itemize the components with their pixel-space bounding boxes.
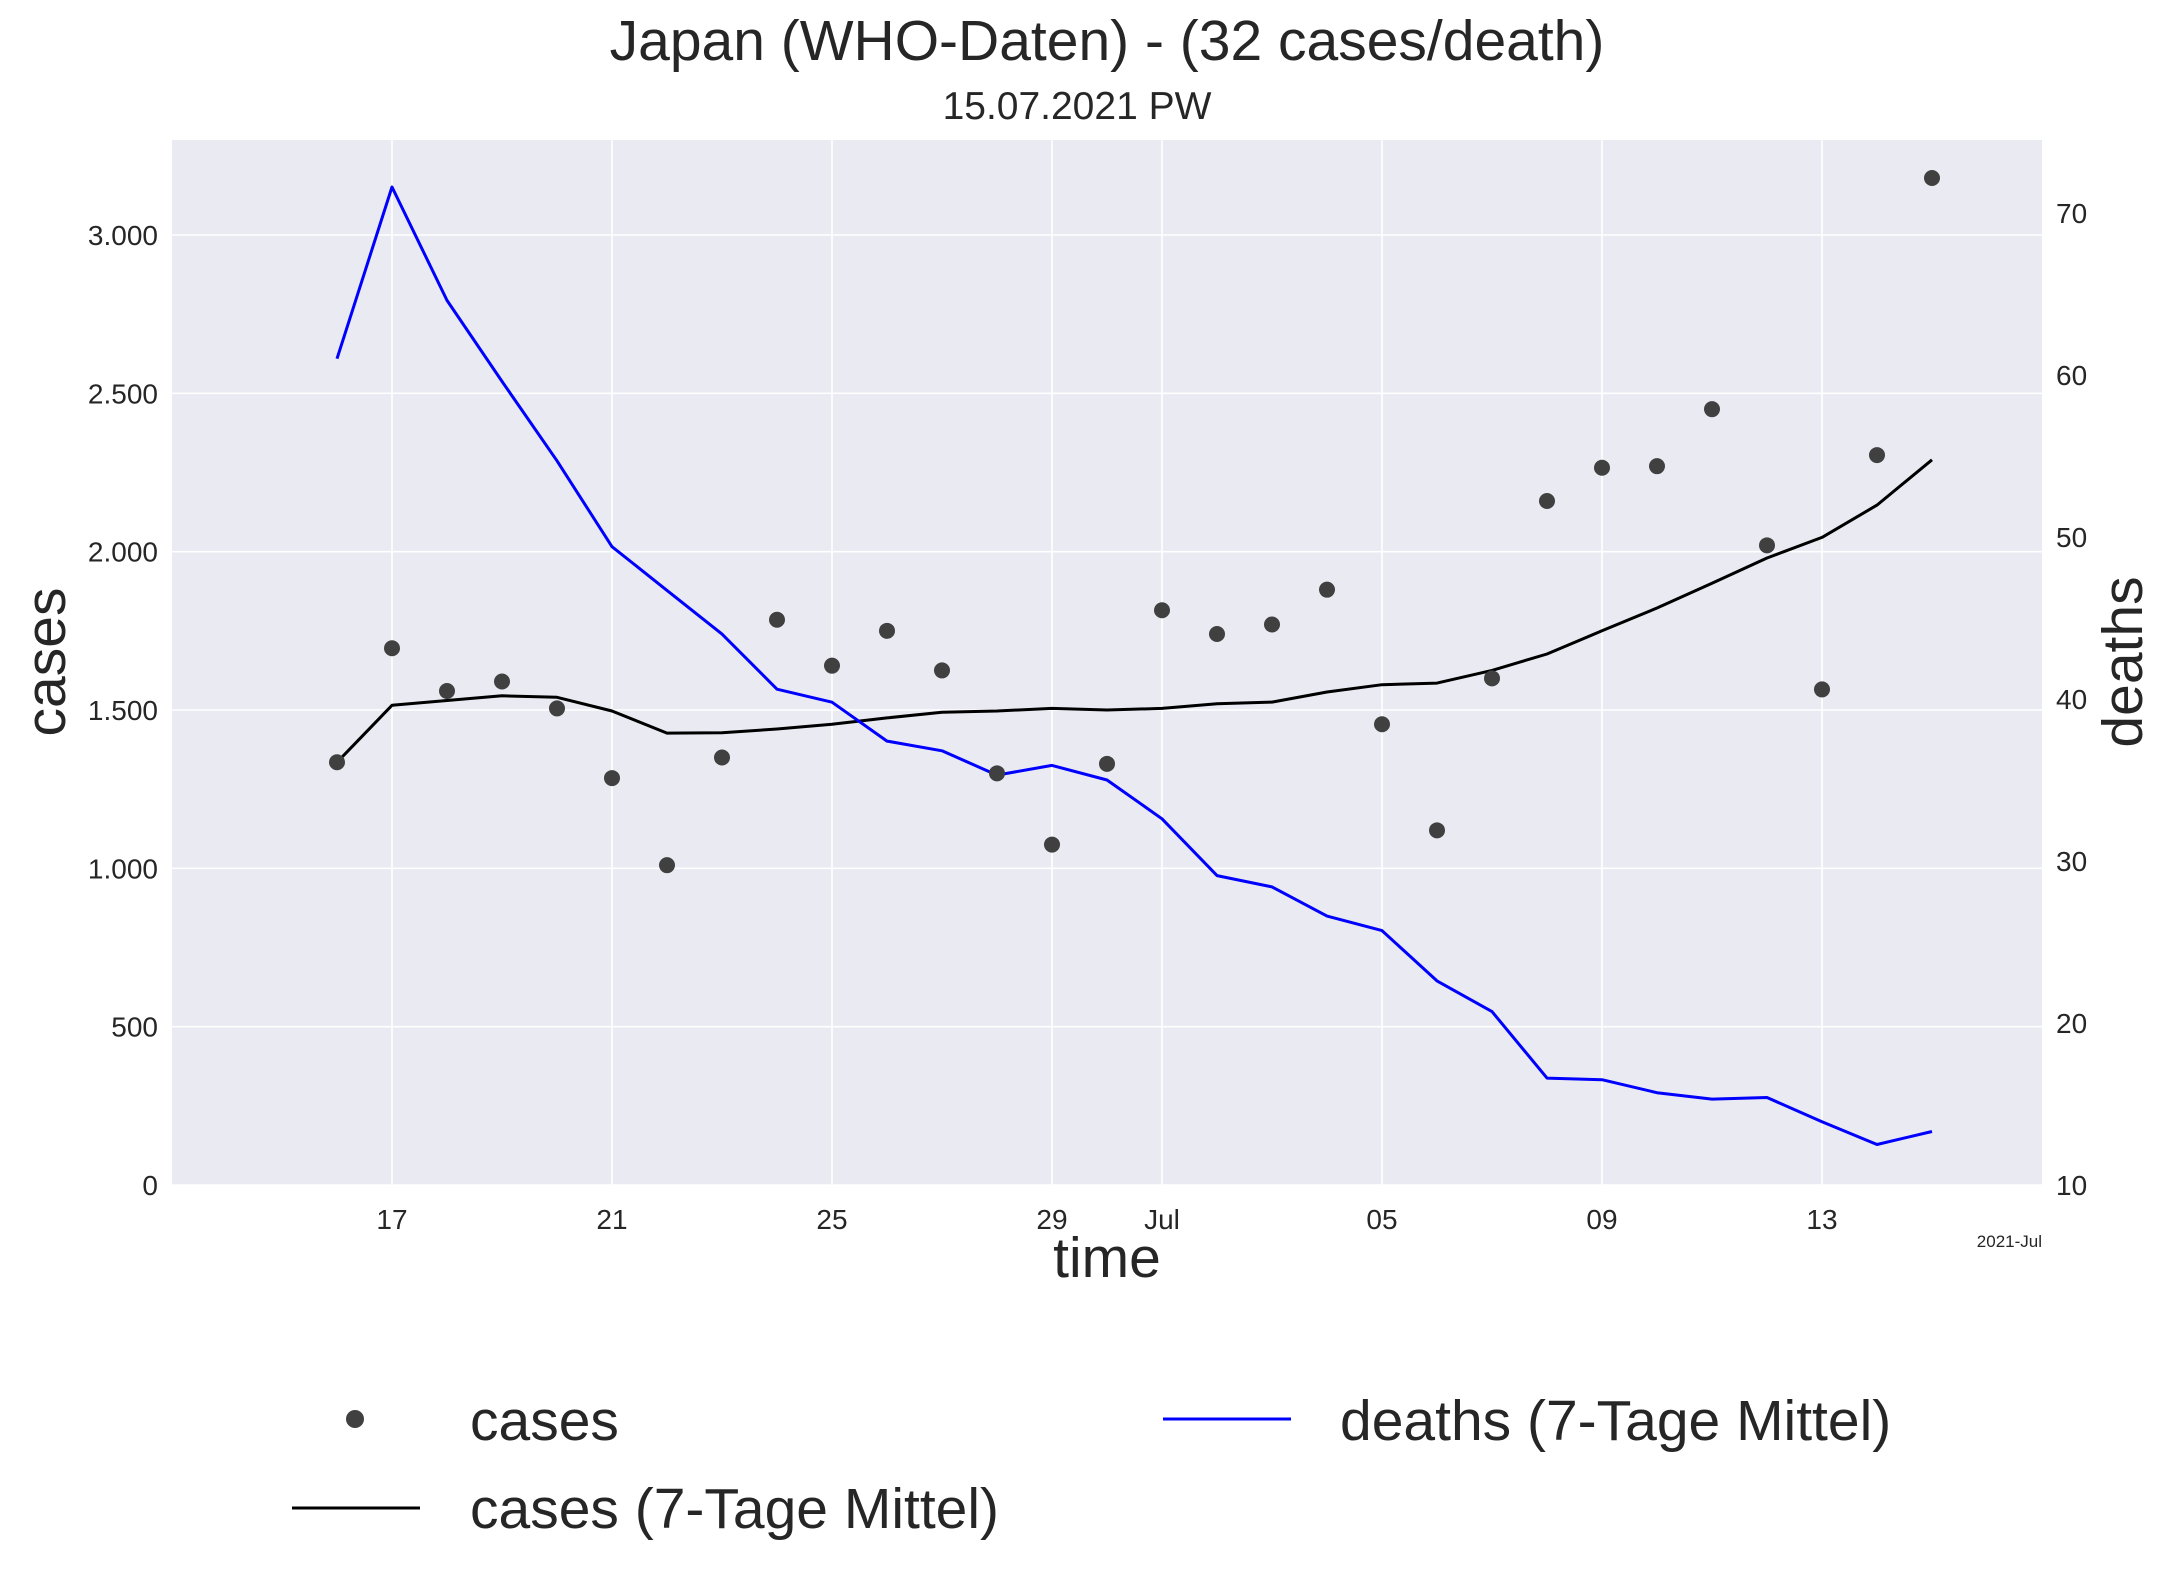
chart-subtitle: 15.07.2021 PW [943,85,1212,128]
legend-label-cases: cases [470,1389,619,1453]
data-series [329,170,1940,1146]
legend-label-cases-mean: cases (7-Tage Mittel) [470,1477,999,1541]
cases-point [1374,716,1390,733]
y-left-tick-label: 3.000 [88,220,158,251]
y-right-tick-label: 10 [2056,1170,2087,1201]
cases-point [989,765,1005,782]
x-offset-label: 2021-Jul [1977,1232,2042,1251]
cases-point [934,662,950,679]
cases-point [1264,616,1280,633]
y-left-tick-label: 1.500 [88,695,158,726]
chart-title: Japan (WHO-Daten) - (32 cases/death) [610,9,1605,73]
cases-point [1759,537,1775,554]
y-right-tick-label: 50 [2056,522,2087,553]
cases-point [1814,681,1830,698]
series-line-1 [335,458,1933,764]
cases-point [439,683,455,699]
y-left-tick-label: 2.000 [88,537,158,568]
y-axis-left-label: cases [14,588,78,737]
legend: cases cases (7-Tage Mittel) deaths (7-Ta… [292,1389,1891,1541]
y-left-tick-label: 0 [142,1170,158,1201]
cases-point [824,657,840,674]
cases-point [1924,170,1940,186]
x-tick-label: 13 [1806,1204,1837,1235]
x-tick-label: Jul [1144,1204,1180,1235]
x-tick-label: 09 [1586,1204,1617,1235]
y-right-tick-label: 70 [2056,198,2087,229]
x-tick-label: 05 [1366,1204,1397,1235]
y-axis-right-label: deaths [2091,576,2155,747]
cases-point [1869,447,1885,464]
cases-point [329,754,345,771]
cases-point [1649,458,1665,475]
y-left-tick-label: 500 [111,1012,158,1043]
series-line-2 [335,185,1933,1146]
y-right-tick-label: 20 [2056,1008,2087,1039]
plot-area [172,140,2042,1185]
x-tick-label: 29 [1036,1204,1067,1235]
cases-point [1594,459,1610,476]
x-tick-label: 17 [376,1204,407,1235]
cases-point [1484,670,1500,687]
cases-point [494,673,510,690]
x-tick-label: 25 [816,1204,847,1235]
cases-point [1429,822,1445,839]
y-right-tick-label: 60 [2056,360,2087,391]
cases-point [714,749,730,766]
cases-point [384,640,400,657]
cases-point [1044,836,1060,853]
cases-point [1539,493,1555,509]
cases-point [1154,602,1170,619]
y-left-tick-label: 2.500 [88,378,158,409]
y-right-tick-label: 30 [2056,846,2087,877]
cases-point [1704,401,1720,418]
cases-point [659,857,675,874]
legend-marker-cases [346,1410,364,1428]
x-axis-label: time [1053,1226,1161,1290]
cases-point [549,700,565,717]
cases-point [1319,581,1335,598]
y-right-tick-label: 40 [2056,684,2087,715]
x-tick-label: 21 [596,1204,627,1235]
cases-point [1209,626,1225,642]
cases-point [604,770,620,787]
cases-point [1099,755,1115,772]
legend-label-deaths-mean: deaths (7-Tage Mittel) [1340,1389,1891,1453]
tick-labels: 0 500 1.000 1.500 2.000 2.500 3.000 17 21 25 29 Jul… [88,198,2087,1235]
y-left-tick-label: 1.000 [88,853,158,884]
grid-lines [172,140,2042,1186]
cases-point [769,611,785,628]
cases-point [879,622,895,639]
